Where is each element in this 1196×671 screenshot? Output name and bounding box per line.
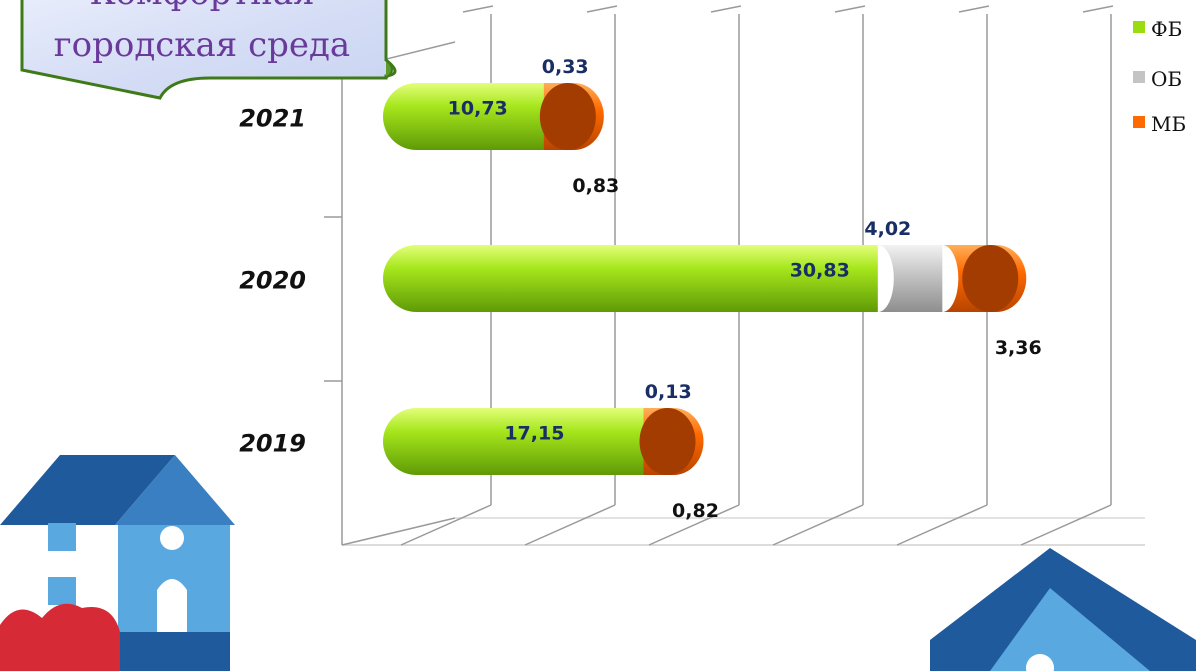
bar-cap bbox=[962, 245, 1019, 312]
banner-title-line2: городская среда bbox=[54, 25, 350, 65]
legend-swatch-fb bbox=[1133, 21, 1145, 33]
category-label: 2019 bbox=[239, 430, 306, 458]
title-banner: Комфортная городская среда bbox=[20, 0, 397, 100]
chart-grid bbox=[324, 41, 1145, 546]
legend-label-ob: ОБ bbox=[1151, 67, 1182, 91]
value-label-mb: 0,82 bbox=[672, 500, 719, 522]
legend-swatch-mb bbox=[1133, 116, 1145, 128]
value-label-ob: 0,33 bbox=[542, 56, 589, 78]
value-label-mb: 3,36 bbox=[995, 337, 1042, 359]
gridline-top bbox=[710, 5, 742, 13]
bar-cap bbox=[639, 408, 696, 475]
bar-segment-ФБ bbox=[383, 83, 556, 150]
gridline-floor bbox=[896, 504, 988, 546]
gridline-top bbox=[958, 5, 990, 13]
bar-cap bbox=[539, 83, 596, 150]
category-label: 2021 bbox=[239, 105, 306, 133]
gridline-top bbox=[462, 5, 494, 13]
gridline-top bbox=[1082, 5, 1114, 13]
bar-segment-ОБ bbox=[877, 245, 943, 312]
gridline-top bbox=[586, 5, 618, 13]
category-labels-layer: 2021 2020 2019 bbox=[239, 105, 306, 458]
legend: ФБ ОБ МБ bbox=[1133, 17, 1186, 136]
banner-title-line1: Комфортная bbox=[89, 0, 314, 13]
gridline-floor bbox=[648, 504, 740, 546]
value-label-fb: 10,73 bbox=[448, 98, 508, 120]
gridline-floor bbox=[400, 504, 492, 546]
gridline-floor bbox=[524, 504, 616, 546]
house-icon bbox=[930, 548, 1196, 671]
bar-segment-ФБ bbox=[383, 408, 659, 475]
gridline-floor bbox=[772, 504, 864, 546]
value-label-mb: 0,83 bbox=[572, 175, 619, 197]
value-label-ob: 0,13 bbox=[645, 381, 692, 403]
bar-segment-ФБ bbox=[383, 245, 878, 312]
value-label-fb: 17,15 bbox=[504, 423, 564, 445]
category-label: 2020 bbox=[239, 267, 306, 295]
legend-label-fb: ФБ bbox=[1151, 17, 1182, 41]
building-icon bbox=[0, 455, 235, 671]
legend-label-mb: МБ bbox=[1151, 112, 1186, 136]
legend-swatch-ob bbox=[1133, 71, 1145, 83]
value-label-ob: 4,02 bbox=[864, 218, 911, 240]
value-label-fb: 30,83 bbox=[790, 260, 850, 282]
gridline-floor bbox=[1020, 504, 1112, 546]
bars-layer bbox=[383, 83, 1027, 475]
gridline-top bbox=[834, 5, 866, 13]
value-labels-layer: 10,73 0,33 0,83 30,83 4,02 3,36 17,15 0,13 0,82 bbox=[448, 56, 1042, 522]
